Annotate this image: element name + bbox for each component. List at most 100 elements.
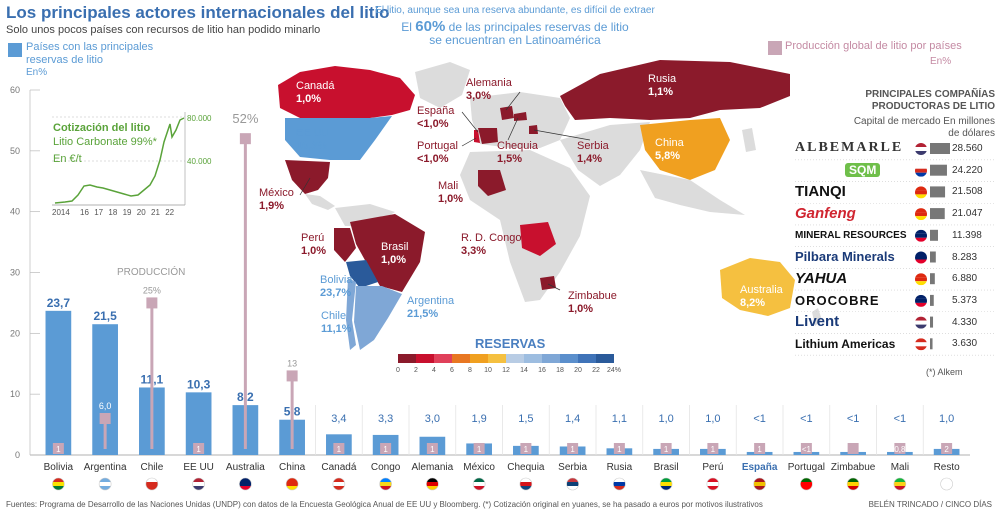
production-legend-swatch xyxy=(768,41,782,55)
company-bar xyxy=(930,273,935,285)
flag-icon-au xyxy=(915,294,927,307)
reserve-value-label: 3,0 xyxy=(425,413,440,425)
company-bar xyxy=(930,251,936,263)
inset-ytick-40k: 40.000 xyxy=(187,157,212,166)
scale-tick-label: 6 xyxy=(450,367,454,374)
company-value: 6.880 xyxy=(952,273,978,285)
production-value-label: 1 xyxy=(477,445,482,454)
map-label-serbia: Serbia 1,4% xyxy=(577,140,609,166)
map-label-value: 1,0% xyxy=(438,193,464,205)
reserves-legend-label: Países con las principales reservas de l… xyxy=(26,41,154,66)
flag-icon-resto xyxy=(940,477,953,491)
map-label-country: Brasil xyxy=(381,241,409,253)
map-label-mexico: México 1,9% xyxy=(259,187,294,213)
category-label-serbia: Serbia xyxy=(558,462,587,473)
production-marker-china xyxy=(286,370,298,382)
map-label-country: China xyxy=(655,137,684,149)
scale-tick-label: 2 xyxy=(414,367,418,374)
flag-icon-chile xyxy=(145,477,159,491)
production-marker-zimbabue xyxy=(847,443,859,454)
map-label-country: México xyxy=(259,187,294,199)
map-label-value: 1,9% xyxy=(259,200,285,212)
category-label-portugal: Portugal xyxy=(788,462,825,473)
production-marker-mali xyxy=(894,443,906,454)
map-label-value: 23,7% xyxy=(320,287,352,299)
map-argentina xyxy=(354,286,402,350)
inset-x-tick: 19 xyxy=(122,208,132,217)
map-label-mali: Mali 1,0% xyxy=(438,180,463,206)
map-label-china: China 5,8% xyxy=(655,137,684,163)
map-label-country: Serbia xyxy=(577,140,609,152)
map-label-value: 1,0% xyxy=(568,303,594,315)
company-bars xyxy=(795,143,995,356)
company-name-tianqi: TIANQI xyxy=(795,183,846,201)
reserve-value-label: 1,0 xyxy=(705,413,720,425)
map-drc xyxy=(520,222,556,256)
flag-icon-argentina xyxy=(98,477,112,491)
reserve-value-label: 21,5 xyxy=(93,309,117,323)
map-greenland xyxy=(415,62,470,108)
map-label-value: 10,3% xyxy=(296,140,328,152)
map-label-country: Mali xyxy=(438,180,459,192)
flag-icon-au xyxy=(915,229,927,242)
map-asia-middle xyxy=(560,122,650,186)
scale-tick-label: 22 xyxy=(592,367,600,374)
map-czechia xyxy=(514,112,527,121)
map-russia xyxy=(560,60,790,120)
map-label-value: 1,1% xyxy=(648,86,674,98)
flag-icon-ca xyxy=(915,338,927,351)
inset-x-tick: 21 xyxy=(151,208,160,217)
reserve-value-label: <1 xyxy=(894,413,907,425)
y-tick-label: 50 xyxy=(10,146,20,156)
map-label-value: 5,8% xyxy=(655,150,681,162)
map-label-country: Bolivia xyxy=(320,274,353,286)
map-china xyxy=(640,118,730,180)
scale-swatch xyxy=(398,354,416,363)
map-label-country: España xyxy=(417,105,455,117)
flag-icon-china xyxy=(285,477,299,491)
map-label-country: Portugal xyxy=(417,140,458,152)
lithium-price-line xyxy=(54,117,185,204)
production-value-label: 1 xyxy=(711,445,716,454)
reserve-value-label: <1 xyxy=(753,413,766,425)
leader-zimbabwe xyxy=(547,283,561,291)
map-label-value: 1,4% xyxy=(577,153,603,165)
company-name-pilbara-minerals: Pilbara Minerals xyxy=(795,249,895,265)
leader-germany xyxy=(505,91,521,111)
scale-tick-label: 0 xyxy=(396,367,400,374)
production-marker-bolivia xyxy=(52,443,64,454)
leader-czechia xyxy=(507,117,519,141)
category-label-congo: Congo xyxy=(371,462,401,473)
map-label-bolivia: Bolivia 23,7% xyxy=(320,274,352,300)
production-value-label: 2 xyxy=(944,445,949,454)
world-map xyxy=(278,60,822,350)
inset-x-ticks: 2014 16 17 18 19 20 21 22 xyxy=(52,208,185,218)
reserve-value-label: 1,1 xyxy=(612,413,627,425)
map-canada xyxy=(278,66,415,118)
y-tick-label: 60 xyxy=(10,85,20,95)
companies-title: PRINCIPALES COMPAÑÍAS PRODUCTORAS DE LIT… xyxy=(865,89,995,112)
inset-x-tick: 20 xyxy=(136,208,146,217)
production-legend-label: Producción global de litio por países xyxy=(785,40,962,52)
production-marker-canada xyxy=(333,443,345,454)
map-label-country: Canadá xyxy=(296,80,335,92)
map-label-australia: Australia 8,2% xyxy=(740,284,783,310)
production-value-label: 1 xyxy=(56,445,61,454)
flag-icon-canada xyxy=(332,477,346,491)
map-label-value: 3,3% xyxy=(461,245,487,257)
company-bar xyxy=(930,186,946,198)
map-india-se-asia xyxy=(640,170,745,215)
production-marker-mexico xyxy=(473,443,485,454)
production-value-label: 1 xyxy=(617,445,622,454)
flag-icon-mali xyxy=(893,477,907,491)
map-spain xyxy=(478,128,498,144)
map-brazil xyxy=(350,214,425,292)
category-label-alemania: Alemania xyxy=(412,462,454,473)
reserve-value-label: 10,3 xyxy=(187,377,211,391)
map-label-value: <1,0% xyxy=(417,118,449,130)
y-tick-label: 30 xyxy=(10,268,20,278)
production-label: PRODUCCIÓN xyxy=(117,267,186,278)
map-new-zealand xyxy=(812,308,822,326)
production-value-label: 13 xyxy=(287,358,297,368)
